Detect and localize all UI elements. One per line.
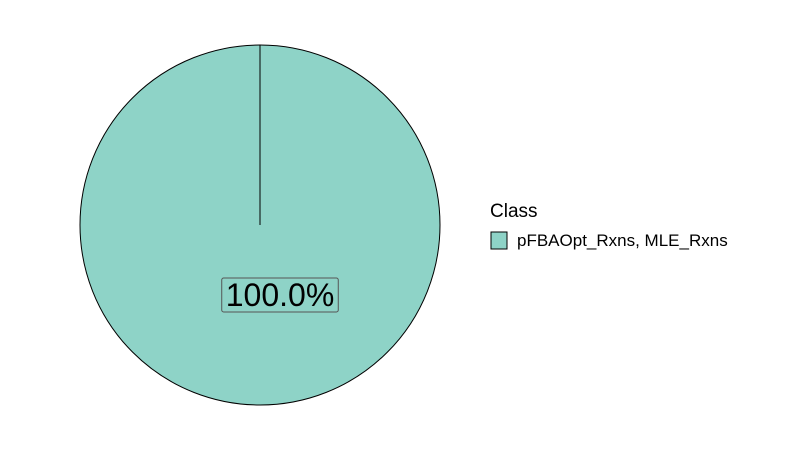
pie-plot-area: [79, 44, 441, 406]
legend-title: Class: [490, 201, 538, 222]
legend-label: pFBAOpt_Rxns, MLE_Rxns: [517, 231, 728, 250]
slice-label-text: 100.0%: [226, 277, 335, 313]
slice-label-box: [221, 277, 339, 313]
legend-items: pFBAOpt_Rxns, MLE_Rxns: [490, 231, 728, 250]
legend-key: [490, 231, 508, 250]
slice-percent-label: 100.0%: [221, 277, 339, 313]
legend: Class pFBAOpt_Rxns, MLE_Rxns: [490, 201, 728, 250]
slice-labels: 100.0%: [221, 277, 339, 313]
